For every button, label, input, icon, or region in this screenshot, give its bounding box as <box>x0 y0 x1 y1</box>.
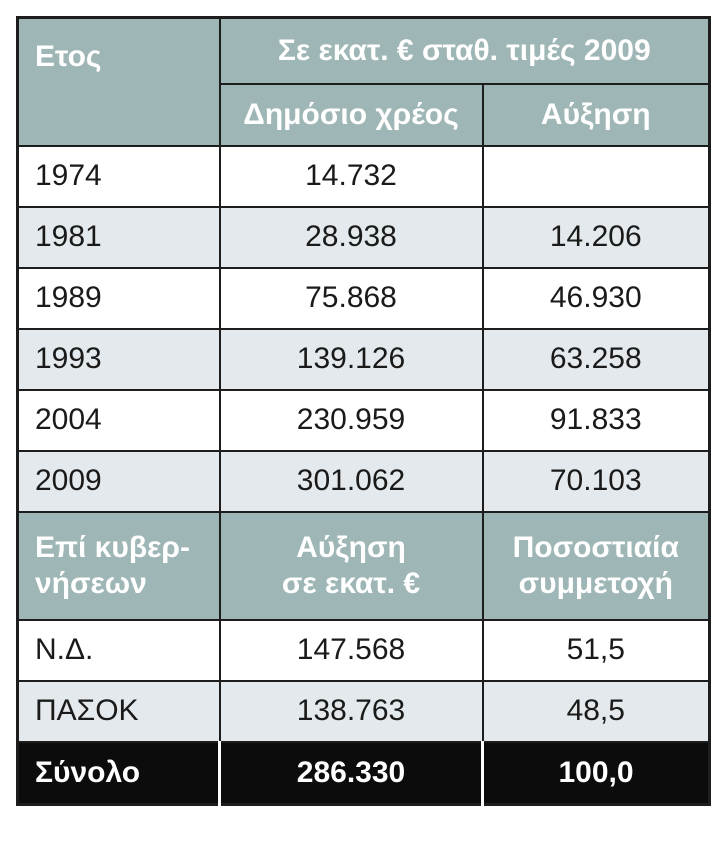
group-header: Σε εκατ. € σταθ. τιμές 2009 <box>218 16 711 85</box>
year-row: 1974 14.732 <box>16 144 711 208</box>
cell: 138.763 <box>218 679 484 743</box>
subheader-line: νήσεων <box>35 566 147 600</box>
debt-table: Ετος Σε εκατ. € σταθ. τιμές 2009 Δημόσιο… <box>16 16 712 806</box>
cell: 51,5 <box>481 618 711 682</box>
cell: 286.330 <box>218 740 484 805</box>
year-row: 1989 75.868 46.930 <box>16 266 711 330</box>
subheader-line: Αύξηση <box>296 530 406 564</box>
cell: 14.732 <box>218 144 484 208</box>
subheader-cell: Επί κυβερ-νήσεων <box>16 510 221 621</box>
header-row: Ετος Σε εκατ. € σταθ. τιμές 2009 <box>16 16 711 147</box>
cell: ΠΑΣΟΚ <box>16 679 221 743</box>
year-row: 2009 301.062 70.103 <box>16 449 711 513</box>
cell: 139.126 <box>218 327 484 391</box>
total-row: Σύνολο 286.330 100,0 <box>16 740 711 805</box>
year-rows: 1974 14.732 1981 28.938 14.206 1989 75.868 46.9… <box>16 144 711 513</box>
subheader-cell: Ποσοστιαία συμμετοχή <box>481 510 711 621</box>
subheader-line: Ποσοστιαία <box>512 530 679 564</box>
cell: 100,0 <box>480 740 711 805</box>
year-header: Ετος <box>16 16 221 147</box>
subheader-row: Επί κυβερ-νήσεων Αύξηση σε εκατ. € Ποσοστ… <box>16 510 711 621</box>
year-row: 1993 139.126 63.258 <box>16 327 711 391</box>
cell: 63.258 <box>481 327 711 391</box>
cell: 28.938 <box>218 205 484 269</box>
column-header: Αύξηση <box>481 82 711 147</box>
cell: 230.959 <box>218 388 484 452</box>
cell: 1974 <box>16 144 221 208</box>
subheader-cell: Αύξηση σε εκατ. € <box>218 510 484 621</box>
cell: 48,5 <box>481 679 711 743</box>
subheader-line: Επί κυβερ- <box>35 530 190 564</box>
subheader-line: συμμετοχή <box>518 566 673 600</box>
header-row: Δημόσιο χρέος Αύξηση <box>18 82 711 147</box>
cell: 1981 <box>16 205 221 269</box>
cell: 1993 <box>16 327 221 391</box>
year-row: 2004 230.959 91.833 <box>16 388 711 452</box>
cell: 301.062 <box>218 449 484 513</box>
cell: 147.568 <box>218 618 484 682</box>
cell: 91.833 <box>481 388 711 452</box>
gov-row: Ν.Δ. 147.568 51,5 <box>16 618 711 682</box>
cell: 2004 <box>16 388 221 452</box>
cell: 46.930 <box>481 266 711 330</box>
cell: Σύνολο <box>16 740 221 805</box>
cell: 14.206 <box>481 205 711 269</box>
column-header: Δημόσιο χρέος <box>218 82 484 147</box>
cell: 2009 <box>16 449 221 513</box>
year-row: 1981 28.938 14.206 <box>16 205 711 269</box>
subheader-line: σε εκατ. € <box>281 566 421 600</box>
cell: 70.103 <box>481 449 711 513</box>
gov-row: ΠΑΣΟΚ 138.763 48,5 <box>16 679 711 743</box>
cell: 1989 <box>16 266 221 330</box>
cell: Ν.Δ. <box>16 618 221 682</box>
cell: 75.868 <box>218 266 484 330</box>
cell <box>481 144 711 208</box>
